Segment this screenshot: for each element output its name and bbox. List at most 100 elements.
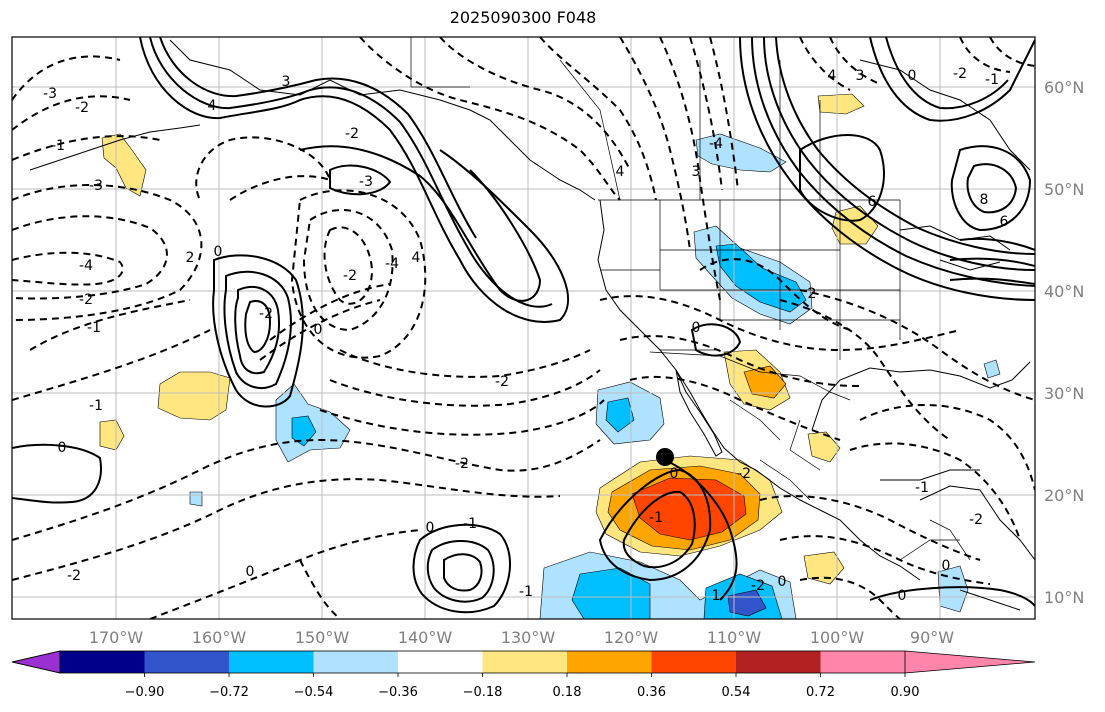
contour-positive xyxy=(869,37,1035,122)
contour-positive xyxy=(885,37,1009,110)
coastline-alaska xyxy=(169,39,596,201)
contour-label: 4 xyxy=(828,68,837,84)
contour-label: -1 xyxy=(51,138,65,154)
longitude-axis: 170°W 160°W 150°W 140°W 130°W 120°W 110°… xyxy=(89,628,954,647)
contour-positive xyxy=(598,468,712,582)
contour-label: -3 xyxy=(359,174,373,190)
contour-negative xyxy=(339,349,591,378)
contour-label: 2 xyxy=(808,286,817,302)
longitude-label: 140°W xyxy=(398,628,453,647)
contour-label: 0 xyxy=(314,322,323,338)
contour-label: 1 xyxy=(712,588,721,604)
colorbar-outline-ends xyxy=(904,650,1036,674)
shade-negative-lightblue xyxy=(695,133,787,173)
contour-label: -4 xyxy=(709,136,723,152)
contour-label: 2 xyxy=(186,250,195,266)
contour-negative xyxy=(599,295,961,352)
contour-positive xyxy=(869,586,1035,607)
contour-negative xyxy=(359,37,621,201)
positive-contours xyxy=(12,37,1035,614)
contour-negative xyxy=(619,37,691,251)
contour-positive xyxy=(149,37,553,308)
shade-negative-lightblue xyxy=(189,491,203,507)
map-background xyxy=(12,37,1035,619)
colorbar-segment xyxy=(651,651,736,673)
contour-positive xyxy=(663,459,738,601)
colorbar-segment xyxy=(567,651,652,673)
contour-label: 4 xyxy=(616,164,625,180)
coastline-west-coast xyxy=(597,199,921,581)
colorbar-segment xyxy=(313,651,398,673)
coastline-yucatan xyxy=(919,485,1035,561)
colorbar-tick-label: −0.36 xyxy=(378,685,418,700)
contour-label: 4 xyxy=(208,98,217,114)
contour-positive xyxy=(775,37,1035,255)
contour-label: 0 xyxy=(426,520,435,536)
coastline-aleutians xyxy=(29,124,201,171)
coastline-caribbean xyxy=(880,469,1021,611)
contour-positive xyxy=(799,134,885,222)
mexico-state-borders xyxy=(729,399,821,501)
contour-negative xyxy=(439,37,631,171)
negative-contours xyxy=(12,37,1035,619)
longitude-label: 150°W xyxy=(295,628,350,647)
colorbar-segment xyxy=(60,651,145,673)
contour-label: 6 xyxy=(1000,214,1009,230)
latitude-label: 20°N xyxy=(1044,486,1084,505)
shade-positive-yellow xyxy=(807,431,841,463)
contour-positive xyxy=(966,163,1018,214)
longitude-label: 130°W xyxy=(501,628,556,647)
contour-negative xyxy=(12,251,124,286)
contour-negative xyxy=(259,283,391,361)
contour-negative xyxy=(302,209,394,332)
contour-label: -1 xyxy=(87,320,101,336)
contour-negative xyxy=(779,535,991,585)
coastline-gulf-of-mexico xyxy=(811,361,1031,431)
contour-negative xyxy=(319,399,605,436)
contour-label: 0 xyxy=(670,466,679,482)
contour-label: 3 xyxy=(856,68,865,84)
colorbar-tick-label: −0.90 xyxy=(125,685,165,700)
contour-positive xyxy=(244,300,272,354)
shade-negative-lightblue xyxy=(275,383,351,463)
contour-negative xyxy=(619,335,861,387)
contour-label: -2 xyxy=(259,306,273,322)
contour-label: 3 xyxy=(282,74,291,90)
contour-label: 0 xyxy=(692,320,701,336)
contour-positive xyxy=(412,523,511,614)
contour-negative xyxy=(12,55,161,161)
longitude-label: 90°W xyxy=(910,628,954,647)
contour-negative xyxy=(12,184,203,321)
coastline-hudson xyxy=(859,59,1031,171)
contour-label: -1 xyxy=(985,72,999,88)
colorbar-tick-label: −0.72 xyxy=(209,685,249,700)
contour-positive xyxy=(299,145,542,302)
contour-positive xyxy=(159,37,477,239)
contour-label: -1 xyxy=(89,398,103,414)
latitude-label: 30°N xyxy=(1044,384,1084,403)
colorbar: −0.90 −0.72 −0.54 −0.36 −0.18 0.18 0.36 … xyxy=(11,650,1036,700)
coastlines xyxy=(29,39,1035,611)
contour-label: 3 xyxy=(692,164,701,180)
contour-negative xyxy=(329,369,601,407)
contour-label: -2 xyxy=(495,374,509,390)
border-canada-alaska xyxy=(410,37,470,88)
colorbar-tick-label: −0.54 xyxy=(294,685,334,700)
longitude-label: 100°W xyxy=(810,628,865,647)
contour-positive xyxy=(949,237,1035,285)
contour-label: -4 xyxy=(79,258,93,274)
contour-label: -2 xyxy=(751,578,765,594)
contour-label: -2 xyxy=(67,568,81,584)
longitude-label: 160°W xyxy=(192,628,247,647)
coastline-baja xyxy=(675,369,723,457)
contour-label: 8 xyxy=(980,192,989,208)
colorbar-tick-label: 0.18 xyxy=(553,685,582,700)
contour-positive xyxy=(751,37,1035,287)
contour-positive xyxy=(763,37,1035,271)
contour-positive xyxy=(12,443,102,504)
contour-negative xyxy=(12,299,211,401)
contour-negative xyxy=(149,529,421,619)
contour-label: -3 xyxy=(43,86,57,102)
contour-negative xyxy=(195,136,332,201)
